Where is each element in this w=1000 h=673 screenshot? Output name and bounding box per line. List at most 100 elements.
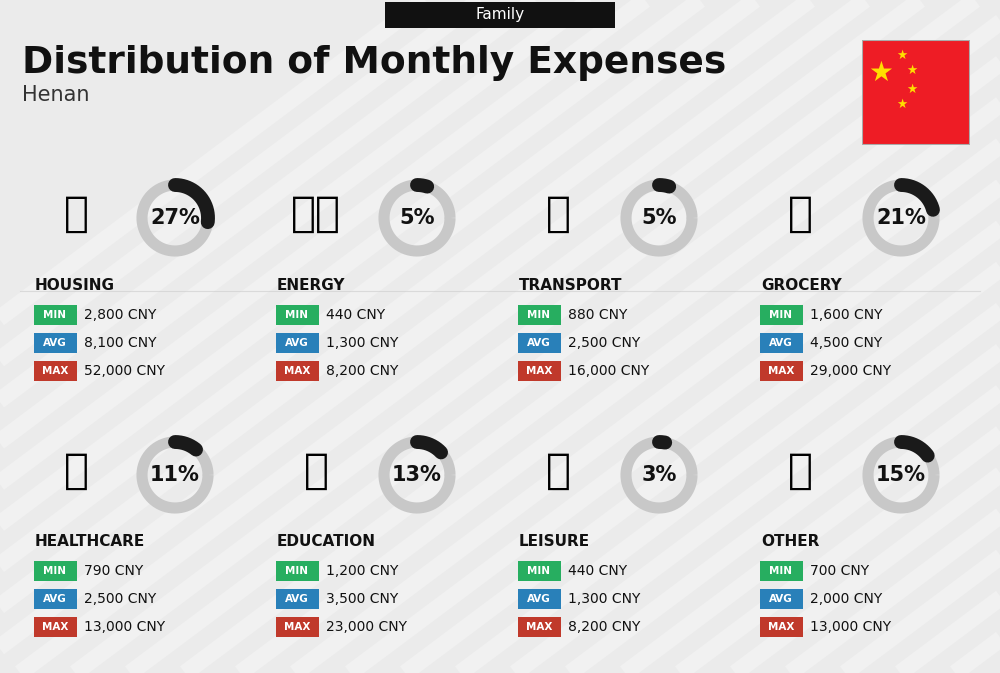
Text: 700 CNY: 700 CNY — [810, 564, 869, 578]
Text: MAX: MAX — [42, 622, 68, 632]
FancyBboxPatch shape — [34, 617, 76, 637]
Text: LEISURE: LEISURE — [519, 534, 590, 548]
Text: 13,000 CNY: 13,000 CNY — [810, 620, 891, 634]
Text: 1,600 CNY: 1,600 CNY — [810, 308, 883, 322]
Text: MAX: MAX — [284, 366, 310, 376]
FancyBboxPatch shape — [34, 361, 76, 381]
Text: AVG: AVG — [285, 338, 309, 348]
Text: 790 CNY: 790 CNY — [84, 564, 143, 578]
FancyBboxPatch shape — [518, 333, 560, 353]
Text: 🔌🏠: 🔌🏠 — [291, 193, 341, 235]
Text: 🏢: 🏢 — [64, 193, 88, 235]
FancyBboxPatch shape — [760, 361, 802, 381]
Text: 4,500 CNY: 4,500 CNY — [810, 336, 882, 350]
Text: ★: ★ — [896, 98, 907, 110]
Text: 🛒: 🛒 — [788, 193, 812, 235]
Text: Family: Family — [475, 7, 525, 22]
FancyBboxPatch shape — [276, 617, 318, 637]
Text: 8,200 CNY: 8,200 CNY — [326, 364, 398, 378]
FancyBboxPatch shape — [34, 589, 76, 609]
Text: AVG: AVG — [769, 338, 793, 348]
FancyBboxPatch shape — [760, 589, 802, 609]
FancyBboxPatch shape — [518, 361, 560, 381]
Text: AVG: AVG — [285, 594, 309, 604]
FancyBboxPatch shape — [760, 561, 802, 581]
FancyBboxPatch shape — [276, 561, 318, 581]
FancyBboxPatch shape — [518, 617, 560, 637]
Text: 8,200 CNY: 8,200 CNY — [568, 620, 640, 634]
Text: 15%: 15% — [876, 465, 926, 485]
Text: 3%: 3% — [641, 465, 677, 485]
Text: TRANSPORT: TRANSPORT — [519, 277, 622, 293]
Text: MIN: MIN — [770, 310, 792, 320]
FancyBboxPatch shape — [518, 561, 560, 581]
Text: AVG: AVG — [527, 594, 551, 604]
Text: 440 CNY: 440 CNY — [326, 308, 385, 322]
Text: 5%: 5% — [399, 208, 435, 228]
Text: 2,500 CNY: 2,500 CNY — [84, 592, 156, 606]
Text: 2,800 CNY: 2,800 CNY — [84, 308, 156, 322]
Text: 5%: 5% — [641, 208, 677, 228]
Text: 1,200 CNY: 1,200 CNY — [326, 564, 398, 578]
Text: 🛍️: 🛍️ — [546, 450, 570, 492]
FancyBboxPatch shape — [760, 333, 802, 353]
Text: 💗: 💗 — [64, 450, 88, 492]
Text: ★: ★ — [906, 64, 917, 77]
FancyBboxPatch shape — [276, 589, 318, 609]
Text: GROCERY: GROCERY — [761, 277, 842, 293]
FancyBboxPatch shape — [276, 333, 318, 353]
FancyBboxPatch shape — [862, 40, 970, 145]
FancyBboxPatch shape — [760, 305, 802, 325]
Text: AVG: AVG — [769, 594, 793, 604]
Text: ★: ★ — [906, 83, 917, 96]
FancyBboxPatch shape — [518, 305, 560, 325]
Text: 13,000 CNY: 13,000 CNY — [84, 620, 165, 634]
Text: MAX: MAX — [768, 366, 794, 376]
Text: Henan: Henan — [22, 85, 90, 105]
Text: 1,300 CNY: 1,300 CNY — [568, 592, 640, 606]
Text: 23,000 CNY: 23,000 CNY — [326, 620, 407, 634]
Text: EDUCATION: EDUCATION — [277, 534, 376, 548]
Text: MIN: MIN — [528, 566, 550, 576]
Text: 13%: 13% — [392, 465, 442, 485]
Text: MIN: MIN — [44, 310, 66, 320]
FancyBboxPatch shape — [34, 333, 76, 353]
Text: ★: ★ — [868, 59, 893, 87]
Text: 880 CNY: 880 CNY — [568, 308, 627, 322]
Text: 16,000 CNY: 16,000 CNY — [568, 364, 649, 378]
Text: MAX: MAX — [526, 622, 552, 632]
Text: MAX: MAX — [284, 622, 310, 632]
Text: HEALTHCARE: HEALTHCARE — [35, 534, 145, 548]
Text: MAX: MAX — [768, 622, 794, 632]
FancyBboxPatch shape — [385, 2, 615, 28]
Text: AVG: AVG — [527, 338, 551, 348]
Text: MIN: MIN — [286, 310, 308, 320]
Text: MIN: MIN — [528, 310, 550, 320]
FancyBboxPatch shape — [34, 305, 76, 325]
Text: AVG: AVG — [43, 338, 67, 348]
Text: MAX: MAX — [42, 366, 68, 376]
FancyBboxPatch shape — [34, 561, 76, 581]
Text: ENERGY: ENERGY — [277, 277, 346, 293]
FancyBboxPatch shape — [276, 361, 318, 381]
Text: 🚌: 🚌 — [546, 193, 570, 235]
Text: HOUSING: HOUSING — [35, 277, 115, 293]
Text: 21%: 21% — [876, 208, 926, 228]
FancyBboxPatch shape — [276, 305, 318, 325]
Text: 👜: 👜 — [788, 450, 812, 492]
Text: 8,100 CNY: 8,100 CNY — [84, 336, 156, 350]
Text: Distribution of Monthly Expenses: Distribution of Monthly Expenses — [22, 45, 726, 81]
Text: 27%: 27% — [150, 208, 200, 228]
Text: MIN: MIN — [770, 566, 792, 576]
Text: MAX: MAX — [526, 366, 552, 376]
Text: 440 CNY: 440 CNY — [568, 564, 627, 578]
Text: 1,300 CNY: 1,300 CNY — [326, 336, 398, 350]
Text: 52,000 CNY: 52,000 CNY — [84, 364, 165, 378]
Text: 29,000 CNY: 29,000 CNY — [810, 364, 891, 378]
FancyBboxPatch shape — [760, 617, 802, 637]
Text: 🎓: 🎓 — [304, 450, 328, 492]
Text: 2,000 CNY: 2,000 CNY — [810, 592, 882, 606]
Text: 2,500 CNY: 2,500 CNY — [568, 336, 640, 350]
Text: 3,500 CNY: 3,500 CNY — [326, 592, 398, 606]
FancyBboxPatch shape — [518, 589, 560, 609]
